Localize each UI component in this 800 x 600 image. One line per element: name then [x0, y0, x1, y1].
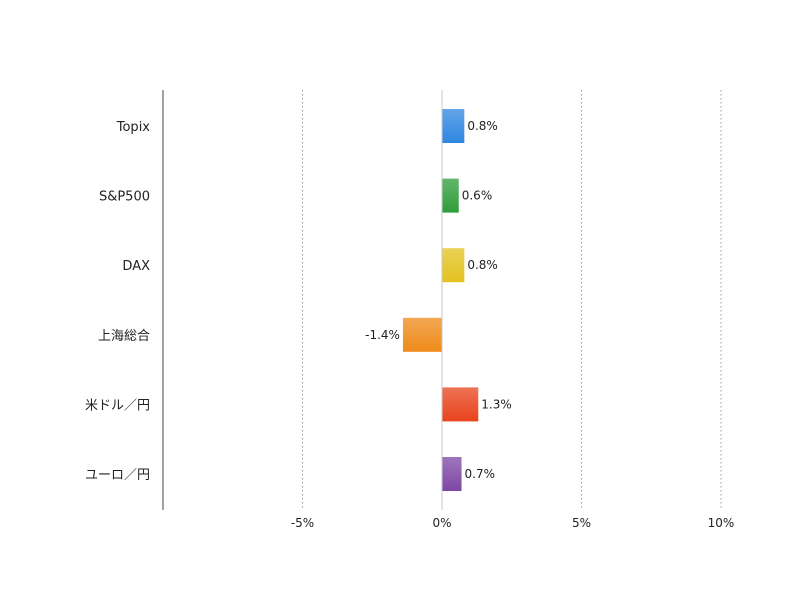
data-label-4: 1.3%	[481, 397, 512, 411]
bar-3	[402, 317, 442, 352]
bar-0	[442, 109, 465, 143]
x-tick-label-1: 0%	[432, 516, 451, 530]
x-tick-label-0: -5%	[291, 516, 314, 530]
bar-5	[442, 457, 462, 491]
bars: 0.8% 0.6% 0.8% -1.4% 1.3% 0.7%	[365, 90, 512, 510]
category-label-2: DAX	[122, 259, 150, 274]
category-label-0: Topix	[116, 120, 151, 135]
bar-4	[442, 387, 479, 422]
x-tick-labels: -5% 0% 5% 10%	[291, 516, 735, 530]
gridlines	[302, 90, 722, 510]
x-tick-label-2: 5%	[572, 516, 591, 530]
category-label-5: ユーロ／円	[85, 468, 150, 483]
data-label-0: 0.8%	[467, 119, 498, 133]
category-label-4: 米ドル／円	[85, 398, 150, 413]
category-label-1: S&P500	[99, 190, 150, 205]
x-tick-label-3: 10%	[708, 516, 735, 530]
bar-1	[442, 178, 459, 213]
data-label-1: 0.6%	[462, 189, 493, 203]
data-label-3: -1.4%	[365, 328, 400, 342]
category-label-3: 上海総合	[98, 329, 150, 344]
data-label-5: 0.7%	[465, 467, 496, 481]
bar-2	[442, 248, 465, 283]
data-label-2: 0.8%	[467, 258, 498, 272]
